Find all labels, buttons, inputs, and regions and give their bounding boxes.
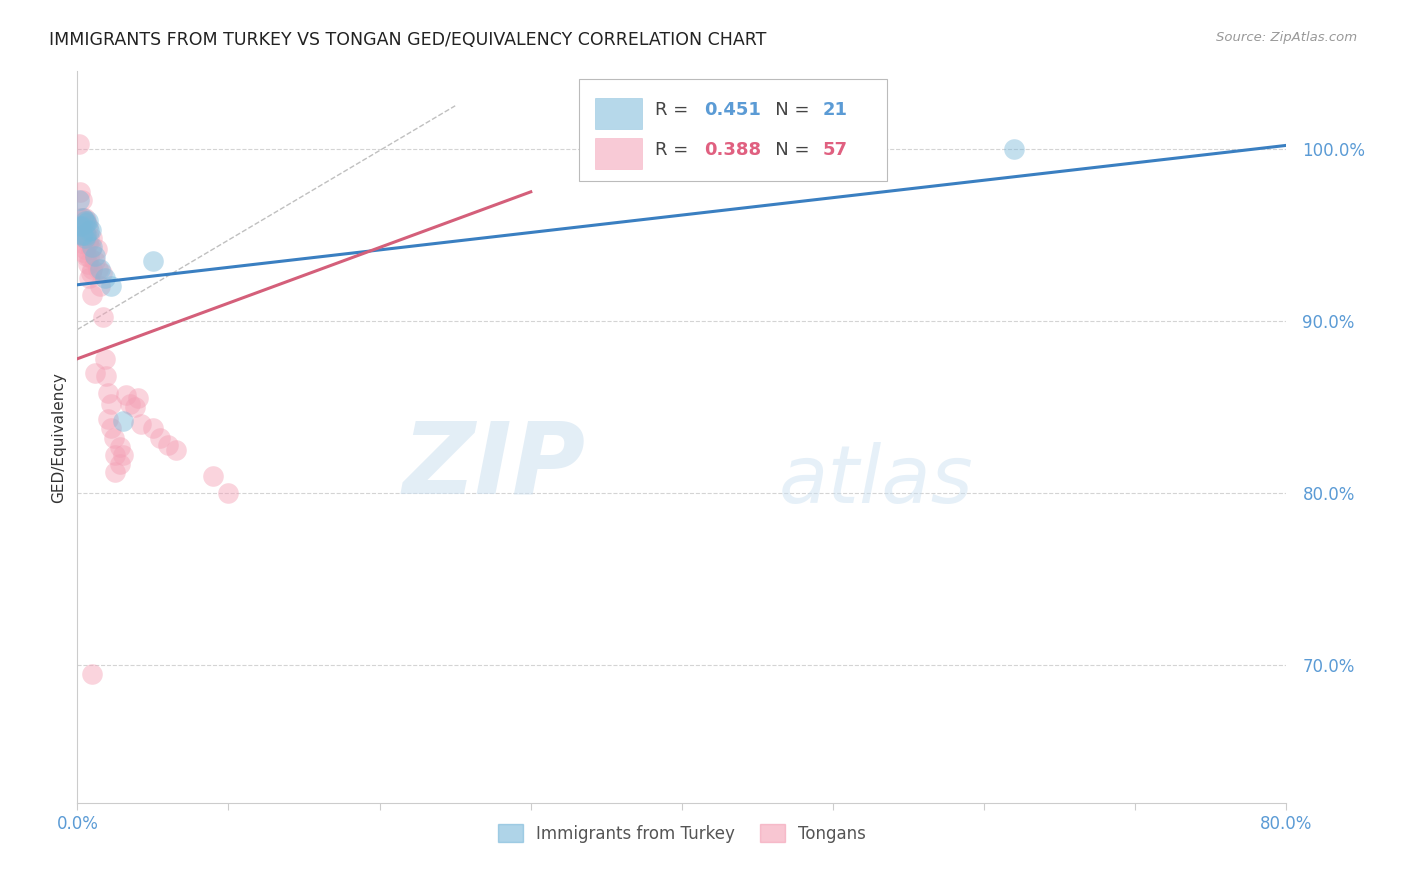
- Point: [70, 219, 93, 234]
- Text: 57: 57: [823, 141, 848, 159]
- Point: [80, 223, 103, 237]
- Point: [70, 227, 93, 242]
- Point: [1004, 142, 1026, 156]
- Point: [84, 366, 107, 380]
- Point: [73, 211, 96, 225]
- Text: ZIP: ZIP: [402, 417, 585, 515]
- FancyBboxPatch shape: [579, 78, 887, 181]
- Point: [75, 216, 97, 230]
- Legend: Immigrants from Turkey, Tongans: Immigrants from Turkey, Tongans: [491, 818, 873, 849]
- Point: [96, 412, 118, 426]
- Point: [165, 442, 187, 457]
- Point: [87, 262, 110, 277]
- Point: [73, 214, 96, 228]
- Point: [142, 420, 165, 434]
- Point: [86, 242, 108, 256]
- Point: [77, 214, 100, 228]
- Point: [70, 194, 93, 208]
- Text: atlas: atlas: [779, 442, 973, 520]
- Point: [93, 271, 115, 285]
- Text: 21: 21: [823, 101, 848, 120]
- Point: [108, 457, 131, 471]
- Point: [82, 666, 104, 681]
- Point: [79, 224, 101, 238]
- Point: [72, 227, 94, 242]
- Point: [93, 351, 115, 366]
- Point: [67, 136, 90, 151]
- Point: [70, 236, 93, 251]
- Point: [90, 266, 112, 280]
- Point: [82, 231, 104, 245]
- Point: [73, 224, 96, 238]
- Point: [77, 257, 100, 271]
- Text: R =: R =: [655, 141, 695, 159]
- Point: [77, 236, 100, 251]
- Point: [96, 386, 118, 401]
- Point: [73, 231, 96, 245]
- Text: N =: N =: [758, 101, 815, 120]
- Point: [157, 438, 180, 452]
- Text: N =: N =: [758, 141, 815, 159]
- Point: [129, 417, 152, 432]
- Point: [70, 219, 93, 234]
- Point: [72, 227, 94, 242]
- Point: [77, 219, 100, 234]
- Point: [82, 240, 104, 254]
- Point: [104, 448, 127, 462]
- Point: [114, 388, 136, 402]
- Point: [82, 288, 104, 302]
- Point: [69, 185, 91, 199]
- Point: [100, 279, 122, 293]
- Point: [80, 266, 103, 280]
- Point: [80, 242, 103, 256]
- Point: [103, 431, 125, 445]
- Point: [72, 211, 94, 225]
- Point: [111, 448, 134, 462]
- Point: [79, 271, 101, 285]
- Text: Source: ZipAtlas.com: Source: ZipAtlas.com: [1216, 31, 1357, 45]
- Point: [111, 414, 134, 428]
- Point: [149, 431, 172, 445]
- Point: [75, 227, 97, 242]
- Point: [75, 231, 97, 245]
- Point: [218, 486, 240, 500]
- Point: [91, 310, 114, 325]
- Y-axis label: GED/Equivalency: GED/Equivalency: [51, 372, 66, 502]
- Point: [104, 466, 127, 480]
- Point: [79, 250, 101, 264]
- Text: R =: R =: [655, 101, 695, 120]
- Point: [120, 396, 142, 410]
- Text: 0.451: 0.451: [703, 101, 761, 120]
- Point: [124, 400, 146, 414]
- FancyBboxPatch shape: [595, 138, 643, 169]
- Text: 0.388: 0.388: [703, 141, 761, 159]
- Point: [67, 194, 90, 208]
- Point: [82, 262, 104, 277]
- FancyBboxPatch shape: [595, 98, 643, 129]
- Point: [100, 396, 122, 410]
- Point: [72, 245, 94, 260]
- Point: [127, 392, 149, 406]
- Point: [142, 253, 165, 268]
- Point: [108, 440, 131, 454]
- Point: [79, 231, 101, 245]
- Point: [94, 369, 117, 384]
- Point: [84, 253, 107, 268]
- Point: [69, 211, 91, 225]
- Point: [202, 468, 225, 483]
- Point: [75, 248, 97, 262]
- Text: IMMIGRANTS FROM TURKEY VS TONGAN GED/EQUIVALENCY CORRELATION CHART: IMMIGRANTS FROM TURKEY VS TONGAN GED/EQU…: [49, 31, 766, 49]
- Point: [100, 420, 122, 434]
- Point: [89, 262, 111, 277]
- Point: [69, 219, 91, 234]
- Point: [73, 242, 96, 256]
- Point: [72, 211, 94, 225]
- Point: [89, 279, 111, 293]
- Point: [75, 214, 97, 228]
- Point: [84, 248, 107, 262]
